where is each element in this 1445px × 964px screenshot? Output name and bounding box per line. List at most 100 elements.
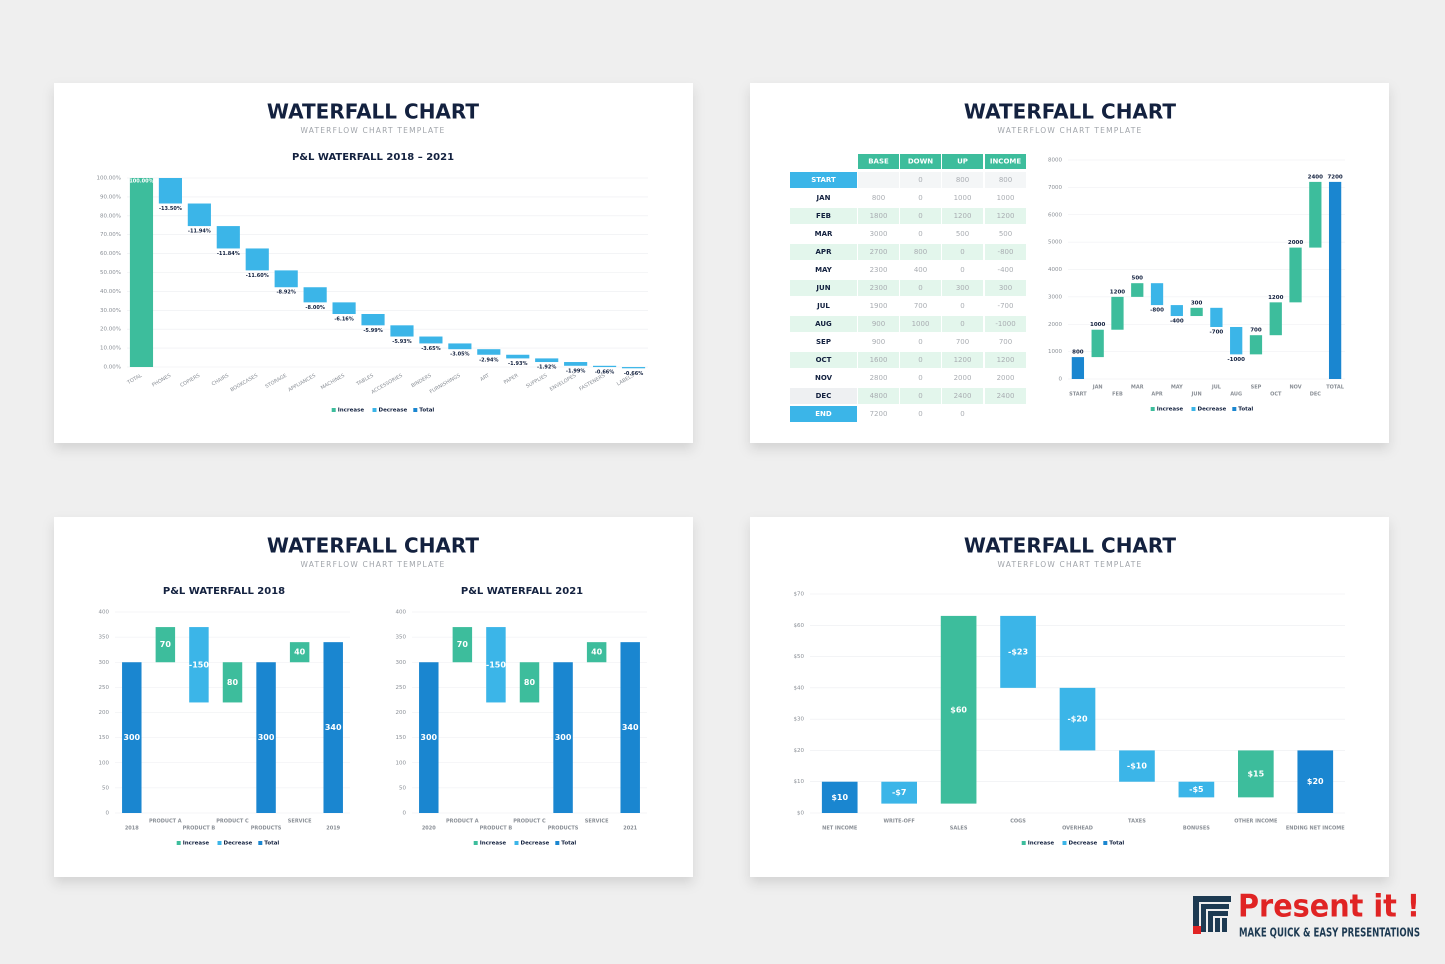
bar: [620, 642, 640, 813]
y-tick-label: 100.00%: [97, 176, 121, 182]
table-row-label: MAY: [815, 266, 833, 274]
bar: [158, 178, 182, 204]
bar: [187, 203, 211, 227]
bar: [1249, 335, 1263, 355]
bar: [486, 627, 506, 703]
table-cell: [858, 316, 899, 332]
x-tick-label: SERVICE: [585, 819, 609, 825]
table-cell: [985, 316, 1026, 332]
slide-subtitle: WATERFLOW CHART TEMPLATE: [998, 126, 1143, 135]
table-cell: [900, 280, 941, 296]
y-tick-label: $20: [794, 748, 805, 754]
bar: [1178, 781, 1215, 798]
slide: [54, 517, 693, 877]
legend-label: Increase: [338, 408, 365, 414]
bar: [1210, 307, 1223, 327]
bar: [332, 302, 356, 315]
legend-swatch: [473, 841, 478, 845]
y-tick-label: 0: [403, 811, 407, 817]
table-row-label: DEC: [816, 392, 832, 400]
bar: [419, 662, 439, 813]
table-value: 2300: [870, 284, 888, 292]
table-value: 700: [914, 302, 927, 310]
bar: [448, 343, 472, 350]
table-value: 1600: [870, 356, 888, 364]
table-value: -800: [998, 248, 1014, 256]
table-value: -700: [998, 302, 1014, 310]
table-cell: [858, 352, 899, 368]
table-cell: [858, 244, 899, 260]
table-cell: [985, 334, 1026, 350]
x-tick-label: COGS: [1010, 819, 1026, 825]
bar: [274, 270, 298, 288]
value-label: 300: [555, 733, 572, 742]
bar: [1190, 307, 1203, 317]
x-tick-label: 2018: [125, 826, 139, 832]
table-cell: [985, 262, 1026, 278]
y-tick-label: 5000: [1048, 240, 1062, 246]
x-tick-label: 2020: [422, 826, 436, 832]
value-label: 2400: [1308, 174, 1323, 180]
bar: [323, 642, 343, 813]
value-label: -$5: [1189, 785, 1204, 794]
x-tick-label: PRODUCT C: [216, 819, 249, 825]
bar: [1238, 750, 1274, 798]
table-cell: [942, 370, 983, 386]
bar: [586, 642, 607, 663]
x-tick-label: ART: [479, 372, 491, 382]
table-header: UP: [957, 158, 968, 166]
legend-swatch: [258, 841, 263, 845]
table-value: 2700: [870, 248, 888, 256]
y-tick-label: 90.00%: [100, 194, 121, 200]
legend-label: Increase: [1028, 841, 1055, 847]
value-label: 1200: [1268, 295, 1283, 301]
table-value: 1200: [997, 356, 1015, 364]
value-label: 1200: [1110, 289, 1125, 295]
legend-label: Decrease: [379, 408, 408, 414]
table-cell: [942, 208, 983, 224]
bar: [222, 662, 243, 703]
table-row-label: MAR: [815, 230, 833, 238]
table-row-label: JUL: [816, 302, 830, 310]
table-label-cell: [790, 190, 857, 206]
bar: [303, 287, 327, 303]
table-cell: [985, 208, 1026, 224]
brand-name: Present it !: [1238, 889, 1420, 925]
table-value: 500: [999, 230, 1012, 238]
y-tick-label: 30.00%: [100, 308, 121, 314]
table-cell: [985, 370, 1026, 386]
y-tick-label: $60: [794, 623, 805, 629]
table-value: 1200: [997, 212, 1015, 220]
table-cell: [985, 388, 1026, 404]
table-cell: [858, 262, 899, 278]
table-row-label: JUN: [815, 284, 830, 292]
table-value: 0: [918, 356, 922, 364]
x-tick-label: 2021: [623, 826, 637, 832]
table-cell: [900, 388, 941, 404]
y-tick-label: 40.00%: [100, 289, 121, 295]
x-tick-label: TOTAL: [1326, 385, 1345, 391]
table-cell: [858, 334, 899, 350]
table-label-cell: [790, 388, 857, 404]
table-value: -1000: [995, 320, 1015, 328]
table-cell: [900, 262, 941, 278]
value-label: -5.93%: [392, 339, 411, 345]
value-label: -1000: [1227, 357, 1245, 363]
value-label: -0.66%: [595, 370, 614, 376]
table-cell: [942, 280, 983, 296]
value-label: -800: [1150, 308, 1164, 314]
value-label: 100.00%: [129, 179, 153, 185]
table-cell: [900, 244, 941, 260]
bar: [1297, 750, 1334, 813]
y-tick-label: 4000: [1048, 267, 1062, 273]
x-tick-label: PRODUCT A: [149, 819, 182, 825]
table-value: 1000: [912, 320, 930, 328]
table-row-label: START: [811, 176, 836, 184]
legend-swatch: [176, 841, 181, 845]
value-label: 340: [622, 723, 639, 732]
table-cell: [900, 406, 941, 422]
legend-swatch: [555, 841, 560, 845]
x-tick-label: PRODUCTS: [548, 826, 579, 832]
slide-title: WATERFALL CHART: [964, 534, 1176, 558]
table-value: 800: [956, 176, 969, 184]
